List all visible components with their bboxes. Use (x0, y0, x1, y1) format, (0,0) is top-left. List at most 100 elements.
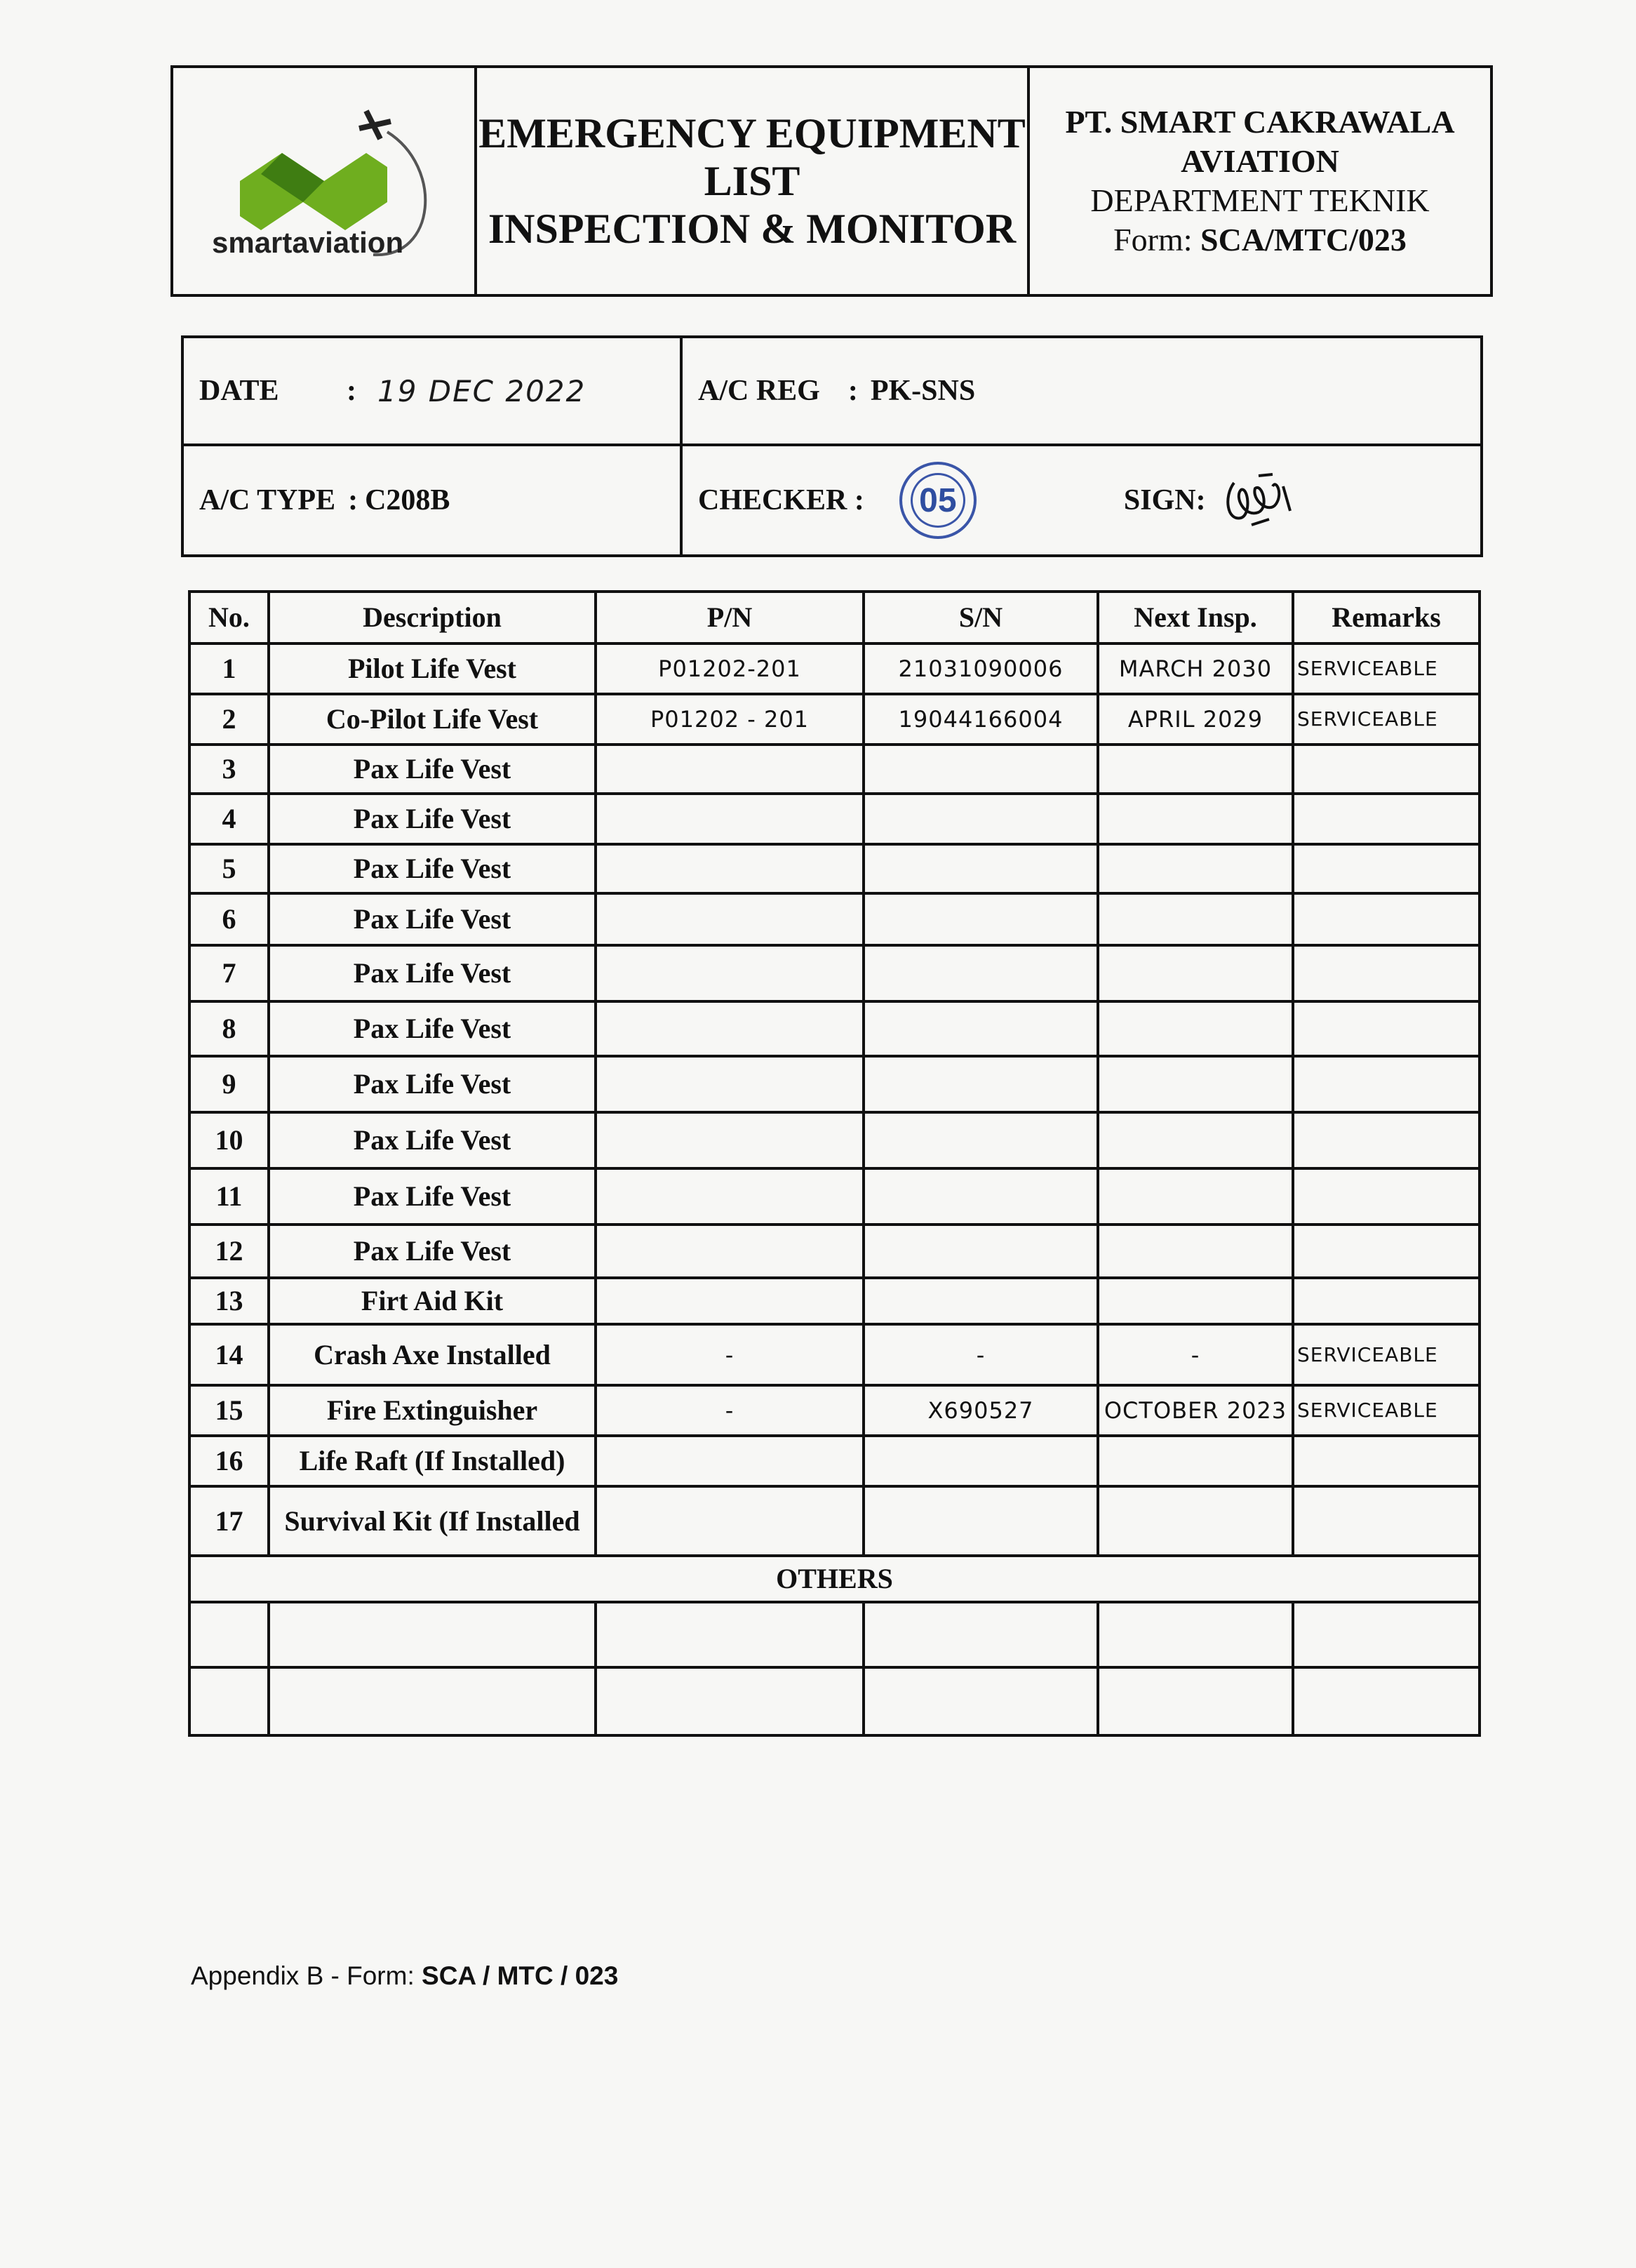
row-next-insp (1097, 743, 1294, 795)
table-row: 7 Pax Life Vest (188, 944, 1481, 1003)
row-sn (862, 944, 1099, 1003)
row-no: 4 (188, 792, 270, 846)
smart-aviation-logo-icon: smartaviation (212, 109, 427, 259)
row-description: Pax Life Vest (267, 944, 597, 1003)
row-sn (862, 1167, 1099, 1226)
department: DEPARTMENT TEKNIK (1090, 182, 1430, 218)
col-remarks: Remarks (1292, 590, 1481, 645)
row-pn (594, 843, 865, 895)
row-no: 15 (188, 1384, 270, 1437)
blank-cell[interactable] (1292, 1666, 1481, 1737)
row-no: 7 (188, 944, 270, 1003)
row-next-insp: MARCH 2030 (1097, 642, 1294, 695)
inspection-info: DATE : 19 DEC 2022 A/C REG : PK-SNS A/C … (181, 335, 1483, 557)
row-pn (594, 1485, 865, 1557)
row-remarks (1292, 1434, 1481, 1488)
row-next-insp (1097, 1223, 1294, 1279)
row-remarks (1292, 1111, 1481, 1170)
others-blank-row (188, 1666, 1481, 1737)
row-pn (594, 1167, 865, 1226)
blank-cell[interactable] (267, 1601, 597, 1669)
row-remarks: SERVICEABLE (1292, 693, 1481, 746)
row-no: 5 (188, 843, 270, 895)
row-description: Co-Pilot Life Vest (267, 693, 597, 746)
others-row: OTHERS (188, 1554, 1481, 1603)
col-pn: P/N (594, 590, 865, 645)
row-sn: - (862, 1323, 1099, 1387)
signature-icon (1226, 473, 1292, 526)
blank-cell[interactable] (594, 1601, 865, 1669)
company-name: PT. SMART CAKRAWALA (1065, 104, 1455, 140)
row-remarks (1292, 1000, 1481, 1058)
company-name-2: AVIATION (1181, 143, 1339, 179)
blank-cell[interactable] (267, 1666, 597, 1737)
row-pn (594, 1276, 865, 1326)
blank-cell[interactable] (862, 1601, 1099, 1669)
row-no: 17 (188, 1485, 270, 1557)
equipment-table: No. Description P/N S/N Next Insp. Remar… (188, 590, 1481, 1737)
title-line: INSPECTION & MONITOR (488, 206, 1017, 252)
table-row: 12 Pax Life Vest (188, 1223, 1481, 1279)
row-no: 16 (188, 1434, 270, 1488)
row-no: 11 (188, 1167, 270, 1226)
row-no: 2 (188, 693, 270, 746)
blank-cell[interactable] (1097, 1601, 1294, 1669)
checker-field: CHECKER : 05 SIGN: (683, 446, 1480, 554)
table-row: 8 Pax Life Vest (188, 1000, 1481, 1058)
row-next-insp (1097, 1167, 1294, 1226)
table-row: 14 Crash Axe Installed - - - SERVICEABLE (188, 1323, 1481, 1387)
col-no: No. (188, 590, 270, 645)
blank-cell[interactable] (1292, 1601, 1481, 1669)
row-pn (594, 944, 865, 1003)
row-remarks (1292, 1223, 1481, 1279)
table-row: 10 Pax Life Vest (188, 1111, 1481, 1170)
table-row: 4 Pax Life Vest (188, 792, 1481, 846)
row-description: Pax Life Vest (267, 1055, 597, 1114)
logo: smartaviation (173, 68, 477, 294)
blank-cell[interactable] (1097, 1666, 1294, 1737)
table-row: 17 Survival Kit (If Installed (188, 1485, 1481, 1557)
ac-type-field: A/C TYPE : C208B (184, 446, 683, 554)
blank-cell[interactable] (188, 1601, 270, 1669)
table-row: 15 Fire Extinguisher - X690527 OCTOBER 2023 S… (188, 1384, 1481, 1437)
row-pn (594, 743, 865, 795)
table-row: 1 Pilot Life Vest P01202-201 21031090006 MAR… (188, 642, 1481, 695)
row-sn (862, 1485, 1099, 1557)
row-next-insp (1097, 1055, 1294, 1114)
row-sn (862, 743, 1099, 795)
row-next-insp: APRIL 2029 (1097, 693, 1294, 746)
row-remarks: SERVICEABLE (1292, 1323, 1481, 1387)
row-sn (862, 1434, 1099, 1488)
svg-text:smartaviation: smartaviation (212, 226, 403, 259)
row-description: Pax Life Vest (267, 792, 597, 846)
blank-cell[interactable] (594, 1666, 865, 1737)
row-pn: P01202-201 (594, 642, 865, 695)
row-pn (594, 1223, 865, 1279)
row-description: Fire Extinguisher (267, 1384, 597, 1437)
row-description: Firt Aid Kit (267, 1276, 597, 1326)
row-pn (594, 1055, 865, 1114)
blank-cell[interactable] (188, 1666, 270, 1737)
row-remarks (1292, 843, 1481, 895)
row-sn (862, 1055, 1099, 1114)
sign-label: SIGN: (1123, 484, 1206, 516)
col-next-insp: Next Insp. (1097, 590, 1294, 645)
col-sn: S/N (862, 590, 1099, 645)
row-remarks (1292, 1485, 1481, 1557)
row-sn: 21031090006 (862, 642, 1099, 695)
date-field: DATE : 19 DEC 2022 (184, 338, 683, 443)
row-sn (862, 1000, 1099, 1058)
row-description: Pax Life Vest (267, 1167, 597, 1226)
row-no: 13 (188, 1276, 270, 1326)
row-next-insp (1097, 843, 1294, 895)
row-description: Pax Life Vest (267, 892, 597, 947)
table-row: 6 Pax Life Vest (188, 892, 1481, 947)
blank-cell[interactable] (862, 1666, 1099, 1737)
row-remarks (1292, 792, 1481, 846)
form-number: Form: SCA/MTC/023 (1113, 222, 1407, 258)
row-sn (862, 843, 1099, 895)
row-next-insp (1097, 1434, 1294, 1488)
row-next-insp: OCTOBER 2023 (1097, 1384, 1294, 1437)
row-remarks: SERVICEABLE (1292, 1384, 1481, 1437)
col-description: Description (267, 590, 597, 645)
